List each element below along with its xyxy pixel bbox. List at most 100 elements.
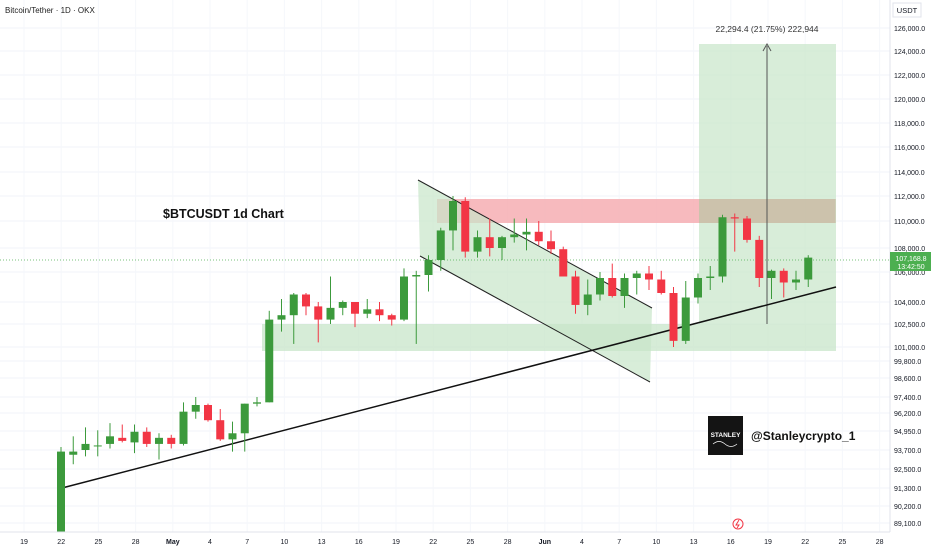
price-tick-label: 108,000.0 [894,246,925,253]
candle-up [424,255,433,292]
candle-down [167,434,176,449]
candle-up [130,424,139,454]
candle-up [81,427,90,457]
candle-up [277,299,286,332]
candle-up [412,270,421,344]
price-tick-label: 104,000.0 [894,300,925,307]
watermark-handle: @Stanleycrypto_1 [751,429,856,443]
candle-down [375,302,384,322]
candle-down [216,409,225,441]
projection-arrow-head [762,42,772,52]
price-tick-label: 126,000.0 [894,26,925,33]
candle-down [302,293,310,316]
candle-up [338,300,347,316]
price-tick-label: 106,000.0 [894,270,925,277]
time-axis-labels: 19 22 25 28 May 4 7 10 13 16 19 22 25 28 Jun 4 7 10 13 16 19… [20,539,883,546]
candles [57,196,813,540]
price-tick-label: 101,000.0 [894,345,925,352]
candle-down [534,221,543,246]
candle-up [289,293,298,344]
candle-down [547,230,555,254]
candle-down [657,270,666,295]
candle-up [694,273,702,304]
time-tick-label: Jun [539,539,551,546]
time-tick-label: 13 [318,539,326,546]
candle-up [792,270,800,290]
price-tick-label: 99,800.0 [894,359,921,366]
price-tick-label: 89,100.0 [894,521,921,528]
candle-down [779,268,788,298]
price-tick-label: 124,000.0 [894,49,925,56]
candle-up [436,227,445,271]
candle-up [363,299,372,319]
time-tick-label: 19 [20,539,28,546]
current-price-tag [890,252,931,271]
candle-down [351,302,359,328]
candle-up [155,433,163,460]
price-tick-label: 96,200.0 [894,411,921,418]
price-tick-label: 93,700.0 [894,448,921,455]
price-tick-label: 122,000.0 [894,73,925,80]
time-tick-label: 7 [245,539,249,546]
time-tick-label: 28 [504,539,512,546]
candle-up [191,397,200,419]
candle-down [645,266,653,290]
currency-box [892,2,922,18]
time-tick-label: 22 [801,539,809,546]
candle-down [730,213,739,252]
price-tick-label: 91,300.0 [894,486,921,493]
time-tick-label: 25 [839,539,847,546]
time-tick-label: 10 [653,539,661,546]
price-axis-labels: 126,000.0 124,000.0 122,000.0 120,000.0 118,… [894,26,925,528]
time-tick-label: 22 [57,539,65,546]
price-tick-label: 120,000.0 [894,97,925,104]
candle-up [681,281,690,344]
chart-title: $BTCUSDT 1d Chart [163,207,285,221]
candle-down [142,427,151,447]
price-axis[interactable]: 126,000.0 124,000.0 122,000.0 120,000.0 118,… [889,0,932,550]
candle-up [228,421,237,452]
price-tick-label: 110,000.0 [894,219,925,226]
support-zone [262,324,836,351]
candle-countdown: 13:42:50 [897,264,924,271]
candle-up [583,279,592,316]
time-tick-label: 28 [876,539,884,546]
lightning-icon[interactable] [732,518,744,530]
time-tick-label: 25 [95,539,103,546]
candle-up [106,423,114,449]
time-tick-label: 4 [208,539,212,546]
time-tick-label: 10 [281,539,289,546]
candle-up [522,218,531,251]
candle-up [510,218,519,243]
price-tick-label: 116,000.0 [894,145,925,152]
current-price-value: 107,168.8 [895,256,926,263]
candle-up [179,402,188,446]
time-tick-label: 25 [467,539,475,546]
channel-lower-line [419,255,651,383]
time-tick-label: 7 [617,539,621,546]
candle-down [743,216,751,243]
candle-up [620,273,629,308]
candle-down [559,246,568,277]
candle-down [314,302,323,343]
candle-down [669,287,678,347]
price-tick-label: 97,400.0 [894,395,921,402]
candle-down [755,235,764,287]
candle-up [804,255,813,287]
price-tick-label: 94,950.0 [894,429,921,436]
price-tick-label: 118,000.0 [894,121,925,128]
candle-up [240,403,249,452]
price-tick-label: 90,200.0 [894,504,921,511]
svg-text:STANLEY: STANLEY [711,432,742,439]
candle-up [449,196,457,251]
symbol-label: Bitcoin/Tether · 1D · OKX [5,6,95,15]
candle-up [718,214,727,283]
candle-up [326,276,335,324]
price-tick-label: 102,500.0 [894,322,925,329]
candle-down [608,263,617,298]
time-axis[interactable]: 19 22 25 28 May 4 7 10 13 16 19 22 25 28 Jun 4 7 10 13 16 19… [0,531,890,550]
candle-up [473,230,482,258]
candle-up [400,268,408,322]
descending-channel [418,180,652,382]
